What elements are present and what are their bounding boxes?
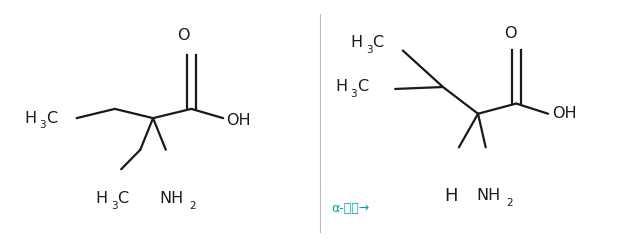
Text: 3: 3 [40,121,46,130]
Text: OH: OH [552,106,577,121]
Text: OH: OH [226,113,250,128]
Text: C: C [357,79,368,94]
Text: 2: 2 [189,201,196,211]
Text: 3: 3 [111,201,118,211]
Text: C: C [46,111,57,126]
Text: H: H [444,187,458,205]
Text: O: O [177,28,189,43]
Text: NH: NH [159,191,184,206]
Text: α-水素→: α-水素→ [332,202,370,215]
Text: C: C [372,35,383,50]
Text: H: H [96,191,108,206]
Text: C: C [117,191,129,206]
Text: NH: NH [476,188,500,203]
Text: 3: 3 [366,45,372,55]
Text: O: O [504,26,516,41]
Text: H: H [351,35,363,50]
Text: H: H [24,111,36,126]
Text: H: H [335,79,348,94]
Text: 3: 3 [351,89,357,99]
Text: 2: 2 [507,198,513,208]
